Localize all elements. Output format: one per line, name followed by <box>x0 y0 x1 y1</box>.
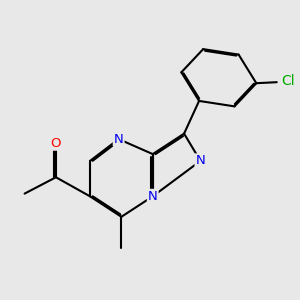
Text: O: O <box>51 137 61 150</box>
Text: N: N <box>114 133 124 146</box>
Text: N: N <box>196 154 205 167</box>
Text: N: N <box>148 190 158 203</box>
Text: Cl: Cl <box>281 74 295 88</box>
